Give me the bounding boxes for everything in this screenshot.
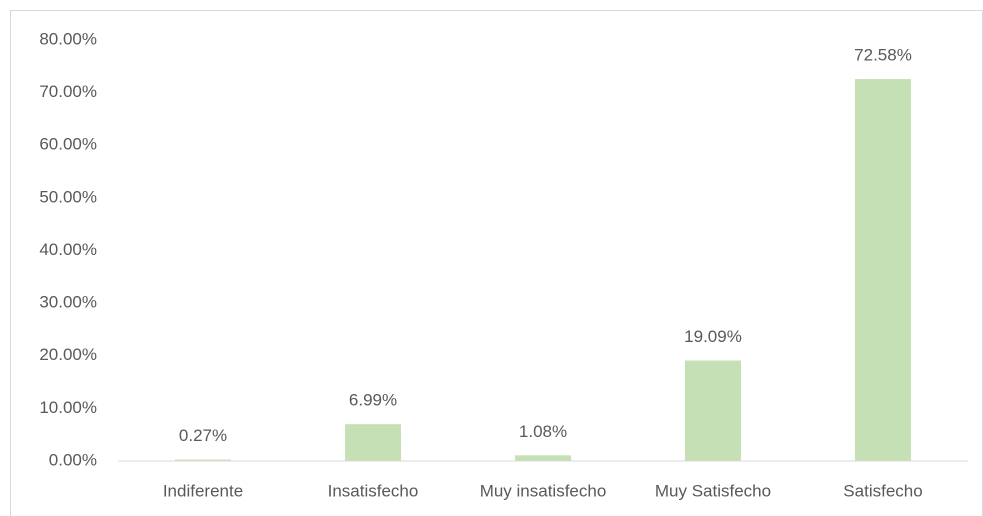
x-tick-label: Insatisfecho (328, 481, 419, 500)
chart-frame (10, 10, 983, 516)
y-tick-label: 80.00% (39, 29, 97, 48)
x-tick-label: Muy Satisfecho (655, 481, 771, 500)
x-tick-label: Muy insatisfecho (480, 481, 607, 500)
bar (345, 424, 401, 461)
data-label: 1.08% (519, 422, 567, 441)
data-label: 19.09% (684, 327, 742, 346)
bar (175, 459, 231, 461)
data-label: 72.58% (854, 46, 912, 65)
y-tick-label: 40.00% (39, 240, 97, 259)
y-tick-label: 20.00% (39, 345, 97, 364)
y-tick-label: 30.00% (39, 293, 97, 312)
x-tick-label: Indiferente (163, 481, 243, 500)
data-label: 6.99% (349, 391, 397, 410)
y-tick-label: 70.00% (39, 82, 97, 101)
bar (685, 360, 741, 461)
bar (855, 79, 911, 461)
y-tick-label: 60.00% (39, 135, 97, 154)
y-tick-label: 50.00% (39, 187, 97, 206)
x-tick-label: Satisfecho (843, 481, 922, 500)
bar (515, 455, 571, 461)
y-tick-label: 10.00% (39, 398, 97, 417)
data-label: 0.27% (179, 426, 227, 445)
y-tick-label: 0.00% (49, 450, 97, 469)
